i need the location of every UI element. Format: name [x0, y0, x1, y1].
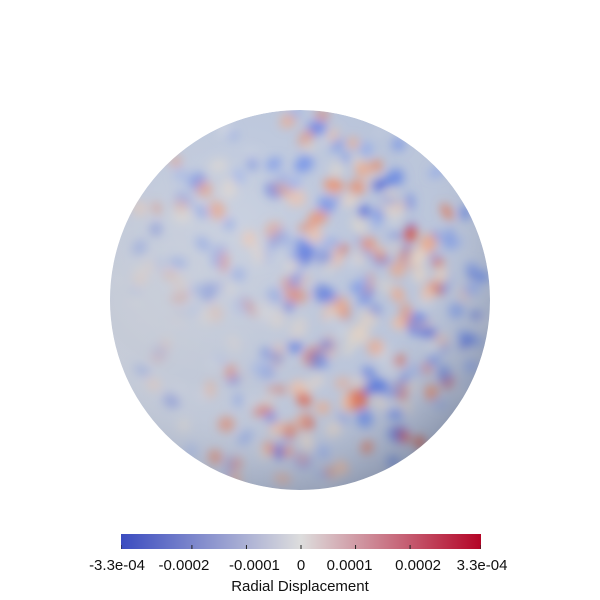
colorbar-tick-label: 0.0002	[395, 557, 442, 574]
colorbar-gradient	[121, 534, 481, 549]
colorbar-tick-label: -0.0002	[158, 557, 210, 574]
colorbar-tick-label: 0.0001	[326, 557, 373, 574]
sphere-render-view[interactable]	[0, 0, 600, 520]
colorbar-tick-label: -0.0001	[229, 557, 280, 574]
colorbar-tick-label: 0	[296, 557, 306, 574]
colorbar	[121, 534, 481, 549]
colorbar-title: Radial Displacement	[231, 578, 369, 595]
sphere-shading	[110, 110, 490, 490]
sphere-surface	[110, 110, 490, 490]
colorbar-tick-label: 3.3e-04	[456, 557, 508, 574]
colorbar-tick-label: -3.3e-04	[89, 557, 145, 574]
colorbar-ticks	[121, 545, 481, 549]
